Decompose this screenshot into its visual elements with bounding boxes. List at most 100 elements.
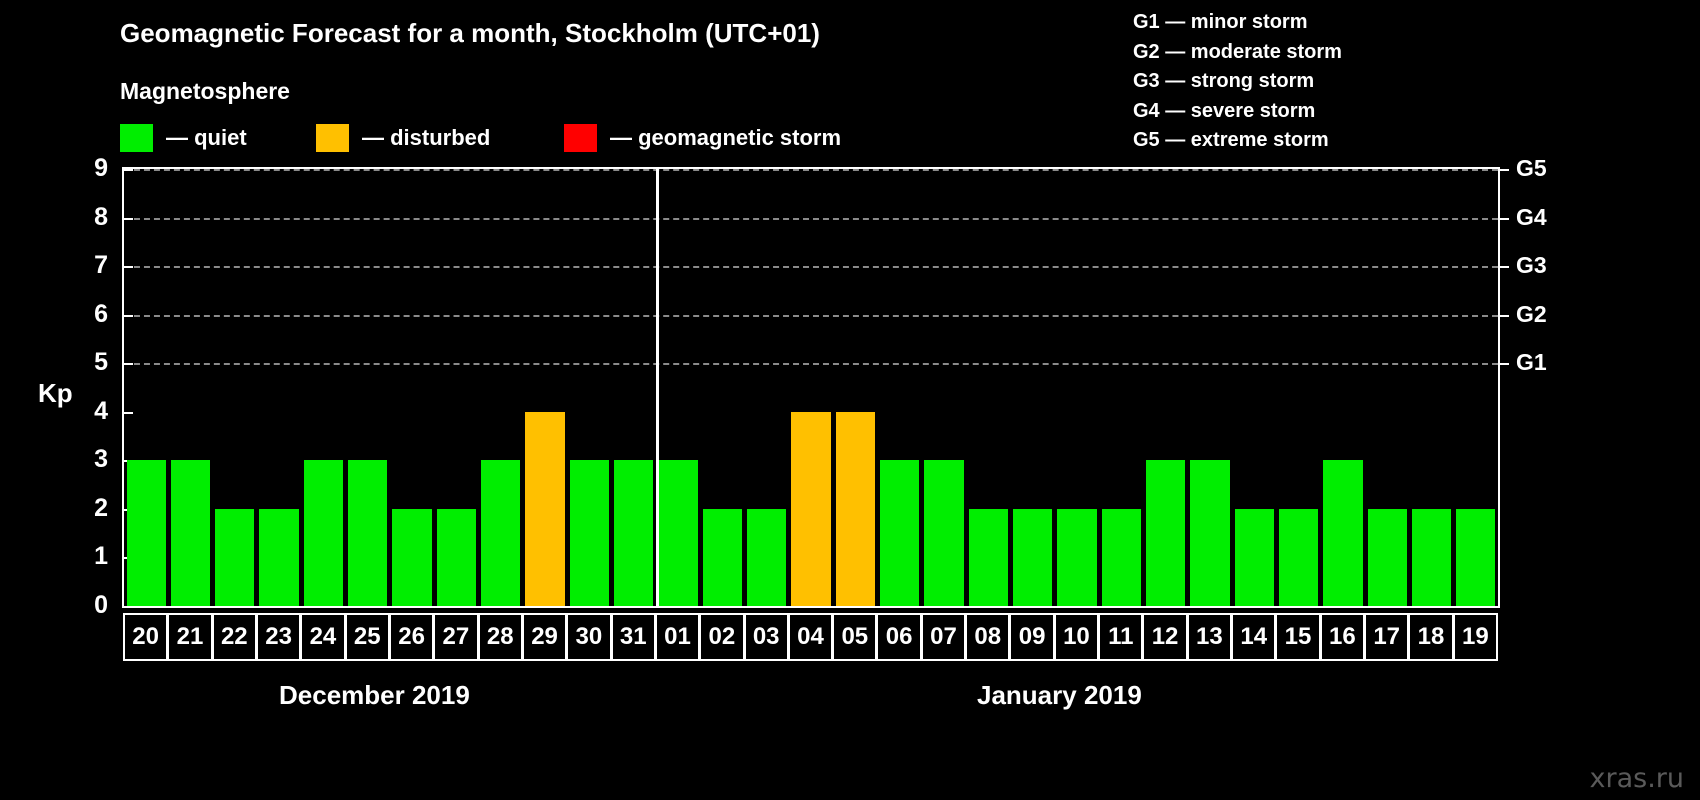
g-tick xyxy=(1498,266,1509,269)
day-label-cell[interactable]: 01 xyxy=(654,613,701,661)
bar[interactable] xyxy=(835,411,875,606)
bar[interactable] xyxy=(924,460,964,606)
bars-layer xyxy=(124,169,1498,606)
bar[interactable] xyxy=(170,460,211,606)
bar[interactable] xyxy=(525,411,565,606)
bar[interactable] xyxy=(791,411,831,606)
day-label-cell[interactable]: 11 xyxy=(1098,613,1144,661)
day-label-cell[interactable]: 05 xyxy=(832,613,878,661)
legend-entry: — geomagnetic storm xyxy=(564,122,841,154)
day-label-cell[interactable]: 25 xyxy=(344,613,390,661)
day-label-cell[interactable]: 27 xyxy=(433,613,479,661)
day-label-cell[interactable]: 06 xyxy=(876,613,922,661)
day-label-cell[interactable]: 30 xyxy=(566,613,612,661)
y-axis-tick-label: 9 xyxy=(94,154,108,182)
gridline xyxy=(124,314,1498,317)
page-title: Geomagnetic Forecast for a month, Stockh… xyxy=(120,18,820,48)
bar[interactable] xyxy=(1101,508,1141,606)
bar[interactable] xyxy=(1057,508,1097,606)
bar[interactable] xyxy=(1367,508,1407,606)
month-divider xyxy=(655,169,659,606)
bar[interactable] xyxy=(968,508,1008,606)
day-label-cell[interactable]: 08 xyxy=(965,613,1011,661)
g-tick xyxy=(1498,363,1509,366)
bar[interactable] xyxy=(1234,508,1274,606)
day-label-cell[interactable]: 21 xyxy=(167,613,213,661)
g-scale-row: G2 — moderate storm xyxy=(1133,40,1342,63)
bar[interactable] xyxy=(1411,508,1452,606)
day-label-cell[interactable]: 12 xyxy=(1142,613,1188,661)
bar[interactable] xyxy=(702,508,742,606)
bar[interactable] xyxy=(747,508,787,606)
day-label-cell[interactable]: 14 xyxy=(1231,613,1277,661)
g-scale-row: G3 — strong storm xyxy=(1133,70,1315,92)
bar[interactable] xyxy=(126,460,166,606)
day-label-cell[interactable]: 24 xyxy=(300,613,346,661)
month-caption: January 2019 xyxy=(977,680,1142,710)
bar[interactable] xyxy=(392,508,432,606)
g-tick xyxy=(1498,169,1509,171)
bar[interactable] xyxy=(215,508,255,606)
y-tick xyxy=(124,314,133,317)
day-label-cell[interactable]: 20 xyxy=(123,613,169,661)
day-label-cell[interactable]: 16 xyxy=(1319,613,1366,661)
day-label-cell[interactable]: 07 xyxy=(920,613,967,661)
g-scale-row: G4 — severe storm xyxy=(1133,99,1316,122)
g-tick xyxy=(1498,314,1509,317)
g-axis-tick-label: G5 xyxy=(1516,155,1547,181)
day-label-cell[interactable]: 19 xyxy=(1452,613,1498,661)
legend-label: — quiet xyxy=(166,125,247,150)
y-axis-tick-label: 3 xyxy=(94,445,108,474)
bar[interactable] xyxy=(259,508,299,606)
day-label-cell[interactable]: 31 xyxy=(610,613,656,661)
bar[interactable] xyxy=(569,460,610,606)
bar[interactable] xyxy=(436,508,477,606)
legend-label: — disturbed xyxy=(362,125,491,150)
gridline xyxy=(124,169,1498,171)
plot-inner xyxy=(124,169,1509,606)
g-axis-tick-label: G4 xyxy=(1516,203,1547,230)
bar[interactable] xyxy=(1012,508,1053,606)
bar[interactable] xyxy=(303,460,344,606)
y-axis-tick-label: 6 xyxy=(94,299,108,328)
bar[interactable] xyxy=(1190,460,1230,606)
bar[interactable] xyxy=(1456,508,1496,606)
day-label-cell[interactable]: 09 xyxy=(1009,613,1055,661)
g-scale-row: G5 — extreme storm xyxy=(1133,129,1329,151)
day-label-cell[interactable]: 26 xyxy=(388,613,435,661)
day-label-cell[interactable]: 15 xyxy=(1275,613,1321,661)
bar[interactable] xyxy=(481,460,521,606)
bar[interactable] xyxy=(614,460,654,606)
bar[interactable] xyxy=(1145,460,1186,606)
day-label-cell[interactable]: 10 xyxy=(1053,613,1100,661)
day-label-cell[interactable]: 29 xyxy=(521,613,568,661)
day-label-cell[interactable]: 03 xyxy=(743,613,789,661)
day-label-cell[interactable]: 28 xyxy=(477,613,523,661)
day-label-cell[interactable]: 23 xyxy=(255,613,302,661)
bar[interactable] xyxy=(1323,460,1363,606)
day-label-cell[interactable]: 22 xyxy=(211,613,257,661)
y-tick xyxy=(124,363,133,366)
day-label-cell[interactable]: 13 xyxy=(1186,613,1233,661)
day-label-cell[interactable]: 02 xyxy=(699,613,745,661)
g-axis-tick-label: G3 xyxy=(1516,252,1547,279)
y-axis-tick-label: 5 xyxy=(94,348,108,377)
bar[interactable] xyxy=(1278,508,1319,606)
g-axis-tick-label: G1 xyxy=(1516,349,1547,376)
bar[interactable] xyxy=(658,460,698,606)
gridline xyxy=(124,363,1498,366)
day-label-cell[interactable]: 18 xyxy=(1408,613,1454,661)
month-caption: December 2019 xyxy=(279,680,470,710)
y-axis-title: Kp xyxy=(38,378,73,408)
gridline xyxy=(124,266,1498,269)
g-tick xyxy=(1498,217,1509,220)
g-scale-row: G1 — minor storm xyxy=(1133,11,1308,33)
day-label-cell[interactable]: 04 xyxy=(787,613,834,661)
bar[interactable] xyxy=(348,460,388,606)
y-axis-tick-label: 4 xyxy=(94,396,108,425)
y-axis-tick-label: 8 xyxy=(94,202,108,231)
day-label-cell[interactable]: 17 xyxy=(1364,613,1410,661)
bar[interactable] xyxy=(879,460,920,606)
g-axis-tick-label: G2 xyxy=(1516,300,1547,327)
gridline xyxy=(124,217,1498,220)
